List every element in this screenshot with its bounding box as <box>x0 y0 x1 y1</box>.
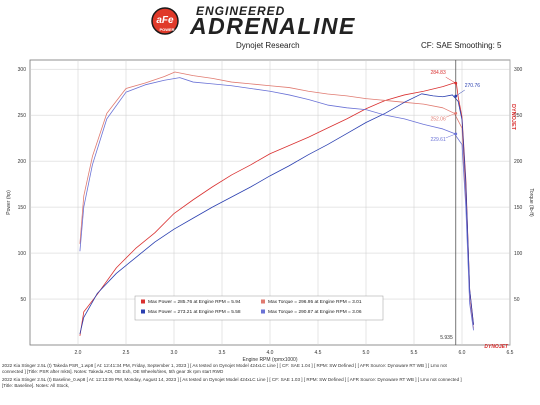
y-tick-label-right: 50 <box>514 297 520 303</box>
y-tick-label-right: 100 <box>514 251 523 257</box>
dynojet-watermark-vertical: DYNOJET <box>510 104 516 131</box>
x-tick-label: 3.0 <box>171 350 178 356</box>
x-axis-label: Engine RPM (rpmx1000) <box>242 357 297 363</box>
logo-engineered: ENGINEERED <box>196 4 286 18</box>
y-tick-label-right: 250 <box>514 113 523 119</box>
series-line-4-torque <box>79 77 474 331</box>
annotation-leader <box>455 89 465 97</box>
x-tick-label: 6.0 <box>459 350 466 356</box>
legend-entry: Max Torque = 296.95 at Engine RPM = 3.01 <box>268 299 362 305</box>
x-tick-label: 5.5 <box>411 350 418 356</box>
y-axis-label-left: Power (hp) <box>6 190 12 215</box>
dynojet-watermark: DYNOJET DYNOJET <box>484 104 516 350</box>
footer-line-3: 2022 Kia Stinger 2.5L (t) Baseline_0.wp8… <box>2 377 462 382</box>
annotation-leader <box>445 76 456 84</box>
dynojet-watermark-corner: DYNOJET <box>484 344 509 350</box>
annotation-label: 270.76 <box>465 83 481 89</box>
legend-entry: Max Power = 273.21 at Engine RPM = 5.58 <box>148 309 241 315</box>
annotation-label: 229.61 <box>430 137 446 143</box>
y-tick-label-left: 250 <box>18 113 27 119</box>
x-tick-label: 2.0 <box>75 350 82 356</box>
y-tick-label-right: 300 <box>514 67 523 73</box>
y-tick-label-left: 300 <box>18 67 27 73</box>
series-line-2-torque <box>79 71 474 329</box>
legend-swatch <box>141 299 145 304</box>
y-axis-label-right: Torque (lb-ft) <box>528 188 534 217</box>
footer-line-1: 2022 Kia Stinger 2.5L (t) Takeda PSR_1.w… <box>2 363 447 368</box>
legend-entry: Max Power = 285.76 at Engine RPM = 5.94 <box>148 299 241 305</box>
y-tick-label-left: 100 <box>18 251 27 257</box>
y-tick-label-right: 150 <box>514 205 523 211</box>
legend: Max Power = 285.76 at Engine RPM = 5.94 M… <box>134 295 384 321</box>
afe-badge-icon: aFe POWER <box>151 7 179 35</box>
y-tick-label-right: 200 <box>514 159 523 165</box>
annotation-leader <box>445 133 456 139</box>
footer-line-4: [Title: Baseline]. Notes: All Stock, <box>2 383 70 388</box>
annotation-leader <box>445 113 456 118</box>
x-tick-label: 4.0 <box>267 350 274 356</box>
legend-swatch <box>261 309 265 314</box>
brand-logo: aFe POWER ENGINEERED ADRENALINE <box>148 4 398 39</box>
annotation-label: 252.06 <box>430 116 446 122</box>
x-tick-label: 5.0 <box>363 350 370 356</box>
legend-entry: Max Torque = 290.87 at Engine RPM = 3.06 <box>268 309 362 315</box>
header-right: CF: SAE Smoothing: 5 <box>421 41 502 50</box>
footer-line-2: connected ] [Title: PSR after mkts]. Not… <box>2 369 224 374</box>
x-tick-label: 6.5 <box>507 350 514 356</box>
badge-subtext: POWER <box>159 27 174 32</box>
y-tick-label-left: 200 <box>18 159 27 165</box>
header-left: Dynojet Research <box>236 41 300 50</box>
legend-box <box>134 295 384 321</box>
y-tick-label-left: 150 <box>18 205 27 211</box>
x-tick-label: 4.5 <box>315 350 322 356</box>
series-line-1-power <box>79 81 474 336</box>
logo-adrenaline: ADRENALINE <box>190 13 356 39</box>
cursor-value-label: 5.935 <box>440 335 453 341</box>
legend-swatch <box>141 309 145 314</box>
x-tick-label: 3.5 <box>219 350 226 356</box>
series-line-3-power <box>79 93 474 335</box>
annotation-label: 284.83 <box>430 70 446 76</box>
legend-swatch <box>261 299 265 304</box>
y-tick-label-left: 50 <box>20 297 26 303</box>
badge-text: aFe <box>156 15 174 26</box>
x-tick-label: 2.5 <box>123 350 130 356</box>
